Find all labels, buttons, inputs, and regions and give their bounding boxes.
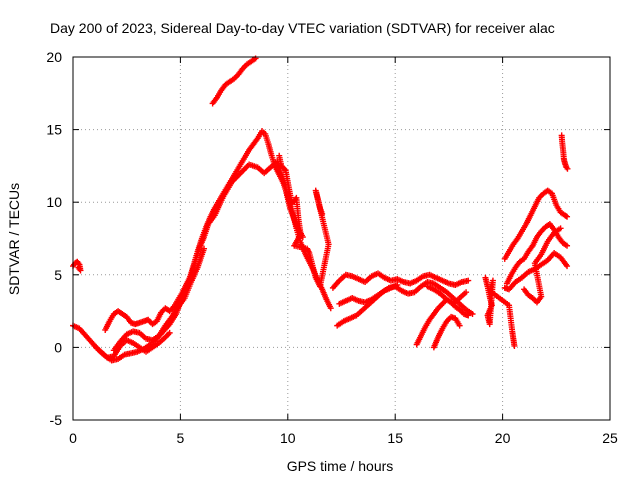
- y-tick-label: -5: [50, 412, 63, 428]
- x-tick-label: 15: [387, 430, 403, 446]
- data-point: [469, 311, 476, 318]
- data-point: [201, 245, 208, 252]
- y-tick-label: 15: [46, 122, 62, 138]
- y-tick-label: 10: [46, 194, 62, 210]
- data-point: [562, 212, 569, 219]
- grid-lines: [73, 57, 610, 420]
- data-point: [327, 305, 334, 312]
- data-point: [463, 289, 470, 296]
- data-point: [557, 225, 564, 232]
- data-point: [252, 55, 259, 62]
- data-point: [564, 263, 571, 270]
- y-tick-label: 20: [46, 49, 62, 65]
- data-point: [564, 165, 571, 172]
- y-axis-label: SDTVAR / TECUs: [6, 183, 22, 295]
- data-point: [564, 213, 571, 220]
- plot-frame: [72, 56, 611, 421]
- data-point: [465, 277, 472, 284]
- x-tick-label: 0: [69, 430, 77, 446]
- data-point: [465, 312, 472, 319]
- y-tick-label: 0: [54, 339, 62, 355]
- x-tick-label: 20: [495, 430, 511, 446]
- data-point: [166, 329, 173, 336]
- x-tick-label: 5: [177, 430, 185, 446]
- x-axis-label: GPS time / hours: [287, 458, 394, 474]
- data-point: [564, 242, 571, 249]
- data-point: [511, 342, 518, 349]
- x-tick-label: 10: [280, 430, 296, 446]
- data-point: [456, 322, 463, 329]
- data-point: [319, 210, 326, 217]
- data-points: [70, 55, 571, 364]
- y-tick-label: 5: [54, 267, 62, 283]
- data-point: [394, 281, 401, 288]
- chart-title: Day 200 of 2023, Sidereal Day-to-day VTE…: [50, 20, 555, 36]
- data-point: [75, 264, 82, 271]
- x-tick-label: 25: [602, 430, 618, 446]
